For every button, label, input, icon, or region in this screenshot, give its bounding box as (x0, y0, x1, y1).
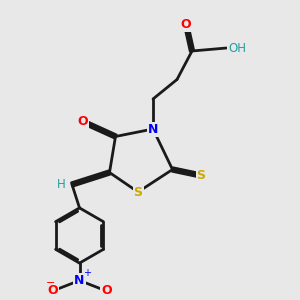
Text: O: O (77, 115, 88, 128)
Text: N: N (148, 122, 158, 136)
Text: +: + (83, 268, 91, 278)
Text: S: S (134, 185, 142, 199)
Text: N: N (74, 274, 85, 287)
Text: S: S (196, 169, 206, 182)
Text: O: O (181, 17, 191, 31)
Text: O: O (47, 284, 58, 298)
Text: −: − (46, 278, 56, 288)
Text: OH: OH (228, 41, 246, 55)
Text: H: H (57, 178, 66, 191)
Text: O: O (101, 284, 112, 298)
